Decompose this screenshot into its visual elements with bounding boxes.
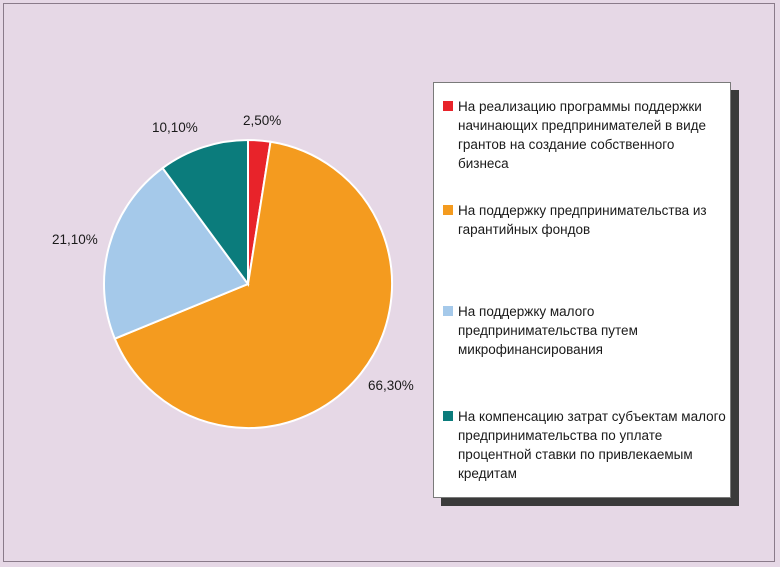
legend-item-grants: На реализацию программы поддержки начина…: [443, 97, 728, 173]
legend-label-microfinance: На поддержку малого предпринимательства …: [458, 304, 638, 357]
pie-slice-interest-compensation: [161, 138, 249, 288]
legend-label-interest-compensation: На компенсацию затрат субъектам малого п…: [458, 409, 726, 481]
pie-slice-guarantee-funds: [113, 140, 393, 429]
chart-frame: [3, 3, 775, 562]
slice-label-grants: 2,50%: [243, 113, 282, 128]
legend-label-guarantee-funds: На поддержку предпринимательства из гара…: [458, 203, 707, 237]
slice-label-interest-compensation: 10,10%: [152, 120, 198, 135]
legend: На реализацию программы поддержки начина…: [433, 82, 731, 498]
slice-label-microfinance: 21,10%: [52, 232, 98, 247]
pie-slice-microfinance: [103, 166, 250, 340]
legend-swatch-guarantee-funds: [443, 205, 453, 215]
legend-item-interest-compensation: На компенсацию затрат субъектам малого п…: [443, 407, 728, 483]
slice-label-guarantee-funds: 66,30%: [368, 378, 414, 393]
legend-label-grants: На реализацию программы поддержки начина…: [458, 99, 707, 171]
legend-swatch-interest-compensation: [443, 411, 453, 421]
legend-swatch-microfinance: [443, 306, 453, 316]
legend-swatch-grants: [443, 101, 453, 111]
legend-item-guarantee-funds: На поддержку предпринимательства из гара…: [443, 201, 728, 239]
legend-item-microfinance: На поддержку малого предпринимательства …: [443, 302, 728, 359]
